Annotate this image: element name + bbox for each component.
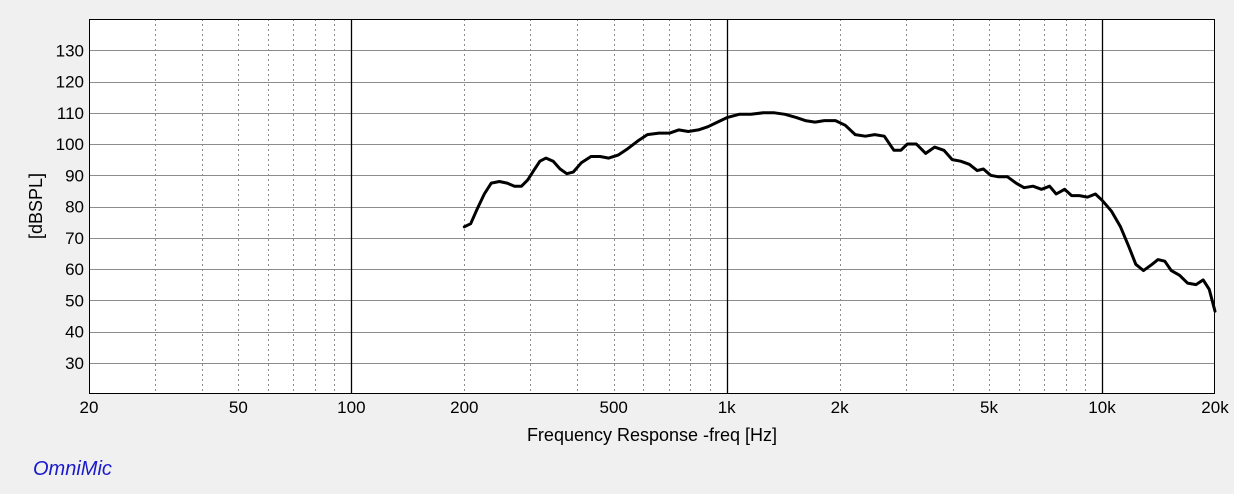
y-tick-label: 70 [65, 229, 84, 248]
y-tick-label: 40 [65, 323, 84, 342]
x-tick-label: 1k [718, 398, 736, 417]
brand-label: OmniMic [33, 458, 112, 480]
y-tick-label: 100 [56, 135, 84, 154]
x-tick-label: 20k [1201, 398, 1229, 417]
y-tick-label: 130 [56, 41, 84, 60]
y-tick-label: 50 [65, 291, 84, 310]
x-axis-label: Frequency Response -freq [Hz] [527, 425, 777, 445]
x-tick-labels: 20 50 100 200 500 1k 2k 5k 10k 20k [80, 398, 1230, 417]
x-tick-label: 50 [229, 398, 248, 417]
response-trace [462, 111, 1217, 313]
major-grid [350, 19, 1104, 394]
y-tick-label: 30 [65, 354, 84, 373]
y-tick-label: 110 [57, 104, 84, 123]
x-tick-label: 10k [1088, 398, 1116, 417]
x-tick-label: 500 [600, 398, 628, 417]
y-tick-labels: 30 40 50 60 70 80 90 100 110 120 130 [56, 41, 84, 373]
plot-border [89, 19, 1215, 394]
minor-grid [89, 19, 1215, 394]
x-tick-label: 100 [337, 398, 365, 417]
y-tick-label: 80 [65, 198, 84, 217]
x-tick-label: 2k [831, 398, 849, 417]
y-axis-label: [dBSPL] [26, 173, 46, 239]
y-tick-label: 60 [65, 260, 84, 279]
x-tick-label: 200 [450, 398, 478, 417]
x-tick-label: 20 [80, 398, 99, 417]
plot-area [89, 19, 1215, 394]
y-tick-label: 120 [56, 73, 84, 92]
x-tick-label: 5k [980, 398, 998, 417]
y-tick-label: 90 [65, 166, 84, 185]
